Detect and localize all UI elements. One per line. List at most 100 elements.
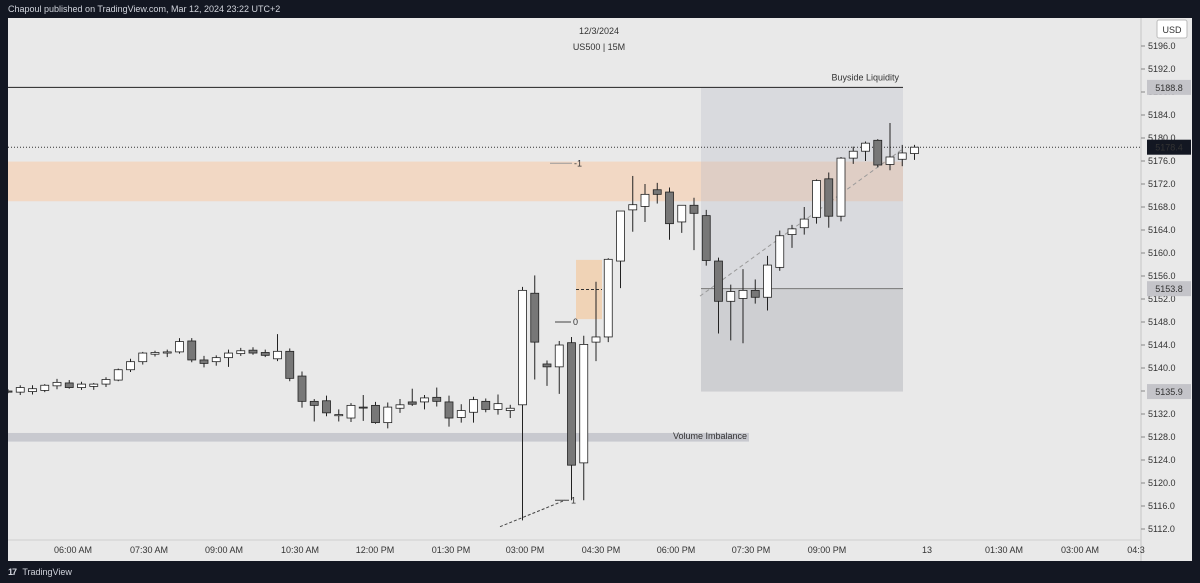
price-tag	[1147, 281, 1191, 297]
x-tick-label: 06:00 PM	[657, 545, 696, 555]
candle-body	[652, 189, 662, 195]
y-tick-label: 5176.0	[1148, 156, 1176, 166]
candle-body	[689, 204, 699, 214]
y-tick-label: 5160.0	[1148, 248, 1176, 258]
candle-body	[407, 401, 417, 405]
volume-imbalance-label: Volume Imbalance	[673, 431, 747, 441]
candle-body	[518, 289, 527, 406]
currency-badge[interactable]	[1156, 19, 1188, 39]
candle-body	[775, 235, 785, 268]
y-tick-label: 5180.0	[1148, 133, 1176, 143]
candle-body	[763, 264, 772, 298]
fib-label-2: 1	[571, 495, 576, 505]
candle-body	[285, 350, 295, 379]
candle-body	[346, 404, 356, 419]
tradingview-logo-icon[interactable]: 17	[8, 567, 17, 577]
y-tick-label: 5112.0	[1148, 524, 1175, 534]
candle-body	[162, 351, 172, 354]
candle-body	[750, 289, 760, 298]
brand-label[interactable]: TradingView	[22, 567, 72, 577]
candle-body	[456, 410, 466, 418]
candle-body	[101, 379, 111, 385]
x-tick-label: 10:30 AM	[281, 545, 319, 555]
price-tag-label: 5188.8	[1155, 83, 1183, 93]
chart-panel[interactable]: Volume Imbalance Buyside Liquidity -1 0 1 12/…	[8, 18, 1192, 561]
y-tick-label: 5168.0	[1148, 202, 1176, 212]
y-tick-label: 5132.0	[1148, 409, 1176, 419]
range-box-upper	[701, 87, 903, 289]
y-tick-label: 5152.0	[1148, 294, 1176, 304]
chart-date: 12/3/2024	[579, 26, 619, 36]
publish-info: Chapoul published on TradingView.com, Ma…	[8, 4, 281, 14]
x-tick-label: 04:3	[1127, 545, 1145, 555]
candle-body	[444, 401, 454, 419]
candle-body	[701, 215, 711, 261]
y-tick-label: 5156.0	[1148, 271, 1176, 281]
y-tick-label: 5164.0	[1148, 225, 1176, 235]
x-tick-label: 09:00 AM	[205, 545, 243, 555]
price-chart[interactable]: Volume Imbalance Buyside Liquidity -1 0 1 12/…	[8, 18, 1192, 561]
y-tick-label: 5116.0	[1148, 501, 1175, 511]
price-tag-label: 5135.9	[1155, 387, 1183, 397]
x-tick-label: 01:30 AM	[985, 545, 1023, 555]
candle-body	[897, 152, 907, 160]
fib-label-0: -1	[574, 158, 582, 168]
currency-label[interactable]: USD	[1162, 25, 1182, 35]
y-tick-label: 5192.0	[1148, 64, 1176, 74]
x-tick-label: 03:00 AM	[1061, 545, 1099, 555]
y-tick-label: 5144.0	[1148, 340, 1176, 350]
candle-body	[126, 361, 135, 371]
candle-body	[334, 414, 344, 417]
candle-body	[8, 390, 13, 393]
candle-body	[530, 292, 540, 343]
price-tag	[1147, 139, 1191, 155]
candle-body	[199, 359, 209, 364]
candle-body	[836, 157, 846, 217]
x-tick-label: 03:00 PM	[506, 545, 545, 555]
candle-body	[591, 336, 601, 343]
candle-body	[273, 350, 282, 360]
candle-body	[799, 218, 809, 229]
y-tick-label: 5148.0	[1148, 317, 1176, 327]
candle-body	[260, 352, 270, 356]
x-tick-label: 12:00 PM	[356, 545, 395, 555]
candle-body	[481, 400, 491, 410]
candle-body	[640, 193, 650, 207]
candle-body	[616, 210, 625, 262]
x-tick-label: 13	[922, 545, 932, 555]
price-tag	[1147, 384, 1191, 400]
candle-body	[567, 342, 576, 466]
x-tick-label: 04:30 PM	[582, 545, 621, 555]
candle-body	[677, 204, 687, 223]
candle-body	[175, 341, 184, 353]
candle-body	[395, 404, 405, 409]
candle-body	[628, 204, 638, 211]
candle-body	[138, 352, 148, 363]
candle-body	[665, 191, 674, 225]
price-tag	[1147, 79, 1191, 95]
candle-body	[113, 369, 123, 381]
candle-body	[236, 350, 246, 355]
chart-symbol: US500 | 15M	[573, 42, 625, 52]
x-tick-label: 09:00 PM	[808, 545, 847, 555]
candle-body	[738, 289, 748, 299]
price-tag-label: 5153.8	[1155, 284, 1183, 294]
candle-body	[505, 407, 515, 411]
candle-body	[787, 228, 797, 236]
y-tick-label: 5120.0	[1148, 478, 1176, 488]
candle-body	[554, 344, 564, 368]
x-tick-label: 07:30 AM	[130, 545, 168, 555]
candle-body	[322, 400, 331, 414]
x-tick-label: 07:30 PM	[732, 545, 771, 555]
candle-body	[150, 352, 160, 355]
candle-body	[885, 156, 895, 165]
x-tick-label: 01:30 PM	[432, 545, 471, 555]
candle-body	[812, 180, 821, 218]
candle-body	[77, 383, 86, 388]
candle-body	[211, 357, 221, 363]
candle-body	[714, 260, 723, 302]
y-tick-label: 5196.0	[1148, 41, 1176, 51]
candle-body	[40, 384, 50, 391]
candle-body	[309, 400, 319, 406]
